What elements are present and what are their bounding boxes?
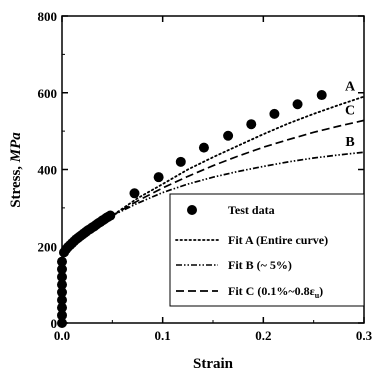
legend-label-fit-c-main: Fit C (0.1%~0.8ε (228, 284, 315, 298)
x-tick-label: 0.3 (356, 328, 373, 343)
x-axis-title: Strain (193, 356, 234, 372)
legend-label-fit-a: Fit A (Entire curve) (228, 233, 328, 247)
data-point (129, 188, 140, 199)
data-point (57, 279, 67, 290)
data-point (223, 130, 234, 141)
legend-marker-test-data (187, 205, 197, 215)
curve-label-b: B (345, 135, 354, 150)
y-tick-label: 400 (38, 163, 58, 178)
data-point (57, 271, 67, 282)
y-tick-label: 600 (38, 86, 58, 101)
data-point (105, 210, 116, 221)
legend-label-fit-c-suffix: ) (319, 284, 323, 298)
legend-label-fit-b: Fit B (~ 5%) (228, 258, 292, 272)
y-axis-title: Stress, MPa (8, 132, 24, 208)
data-point (246, 119, 257, 130)
data-point (57, 287, 67, 298)
legend-label-fit-c: Fit C (0.1%~0.8εu) (228, 284, 323, 300)
x-tick-label: 0.2 (255, 328, 271, 343)
legend-label-fit-c-subscript: u (315, 291, 320, 300)
data-point (57, 302, 67, 313)
data-point (292, 99, 303, 110)
data-point (57, 310, 67, 321)
test-data-markers (57, 90, 327, 328)
data-point (57, 264, 67, 275)
data-point (57, 256, 67, 267)
y-tick-label: 200 (38, 239, 58, 254)
y-tick-label: 0 (51, 316, 58, 331)
curve-label-c: C (345, 103, 355, 118)
y-axis-title-unit: MPa (8, 132, 24, 164)
y-tick-label: 800 (38, 9, 58, 24)
data-point (153, 172, 164, 183)
data-point (316, 90, 327, 101)
curve-end-labels: A B C (345, 80, 356, 151)
x-tick-label: 0.1 (155, 328, 171, 343)
y-axis-title-prefix: Stress, (8, 162, 24, 208)
legend: Test data Fit A (Entire curve) Fit B (~ … (169, 193, 365, 307)
x-tick-label: 0.0 (54, 328, 70, 343)
data-point (57, 318, 67, 328)
data-point (269, 108, 280, 119)
legend-label-test-data: Test data (228, 203, 275, 217)
curve-label-a: A (345, 80, 356, 95)
data-point (57, 294, 67, 305)
data-point (175, 156, 186, 167)
axis-ticks: 0.0 0.1 0.2 0.3 0 200 400 600 800 (38, 9, 373, 343)
legend-box (169, 193, 365, 307)
data-point (198, 142, 209, 153)
